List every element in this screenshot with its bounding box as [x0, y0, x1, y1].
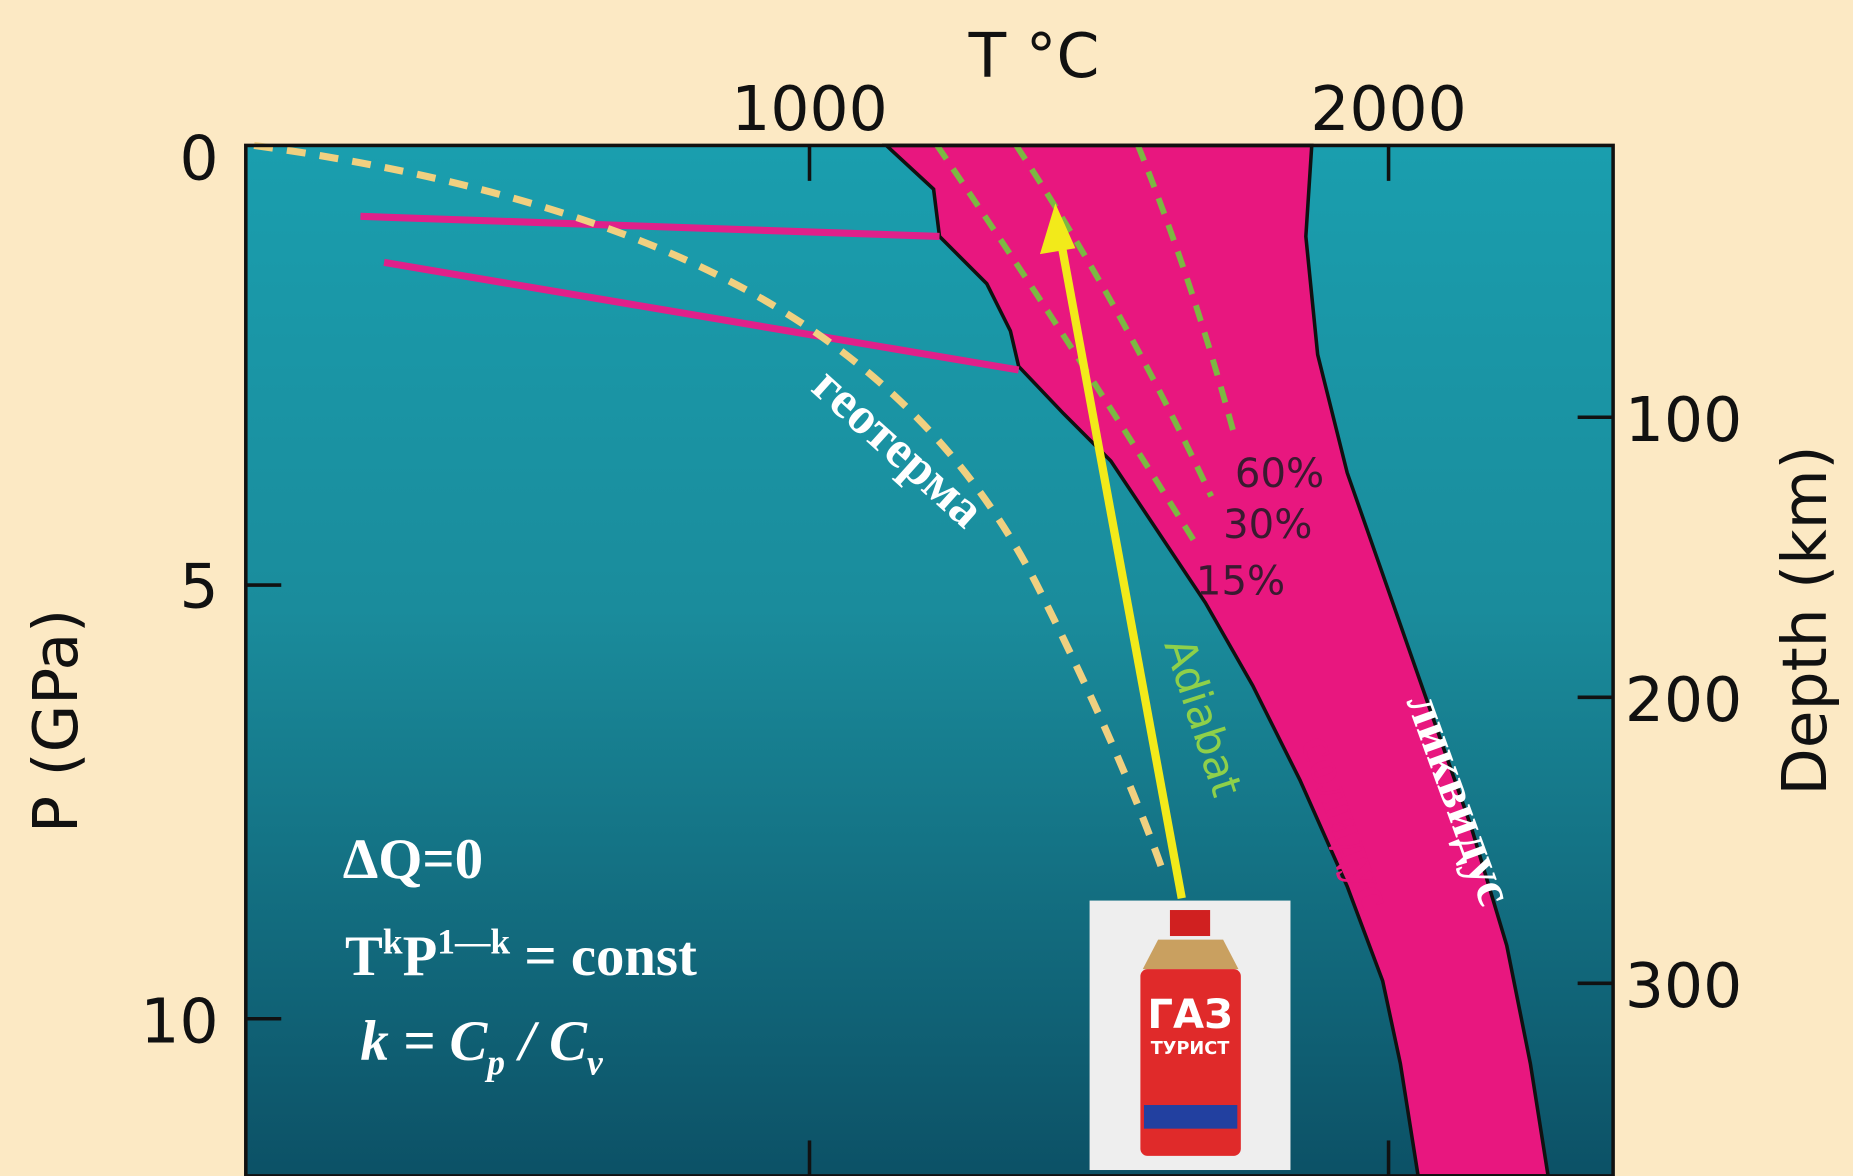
- axis-title: T °C: [968, 21, 1100, 92]
- melt-label: 60%: [1235, 451, 1324, 497]
- can-name: ТУРИСТ: [1151, 1039, 1230, 1059]
- formula-part: P: [403, 925, 438, 988]
- tick-label: 100: [1625, 385, 1742, 456]
- can-brand: ГАЗ: [1147, 992, 1232, 1038]
- formula-part: = const: [510, 925, 697, 988]
- axis-title: Depth (km): [1770, 445, 1841, 795]
- formula: ΔQ=0: [343, 828, 483, 891]
- tick-label: 10: [140, 986, 218, 1057]
- melt-label: 30%: [1223, 502, 1312, 548]
- formula-part: v: [587, 1042, 604, 1082]
- can-top: [1143, 940, 1239, 970]
- tick-label: 5: [180, 551, 219, 622]
- can-cap: [1170, 910, 1210, 936]
- formula-part: p: [484, 1042, 505, 1082]
- melt-label: 15%: [1196, 558, 1285, 604]
- can-band: [1144, 1105, 1237, 1129]
- formula-part: k = C: [360, 1010, 488, 1073]
- tick-label: 200: [1625, 665, 1742, 736]
- gas-can: ГАЗ ТУРИСТ: [1090, 901, 1291, 1170]
- axis-title: P (GPa): [21, 609, 92, 833]
- formula-part: k: [383, 922, 403, 962]
- slide: T °C 1000 2000 0 5 10 100 200 300 P (GPa…: [0, 0, 1853, 1176]
- formula-part: 1—k: [437, 922, 510, 962]
- formula-part: / C: [505, 1010, 588, 1073]
- tick-label: 0: [180, 124, 219, 195]
- formula: k = Cp / Cv: [360, 1010, 604, 1082]
- tick-label: 1000: [731, 74, 887, 145]
- tick-label: 300: [1625, 951, 1742, 1022]
- tick-label: 2000: [1310, 74, 1466, 145]
- formula-part: T: [345, 925, 383, 988]
